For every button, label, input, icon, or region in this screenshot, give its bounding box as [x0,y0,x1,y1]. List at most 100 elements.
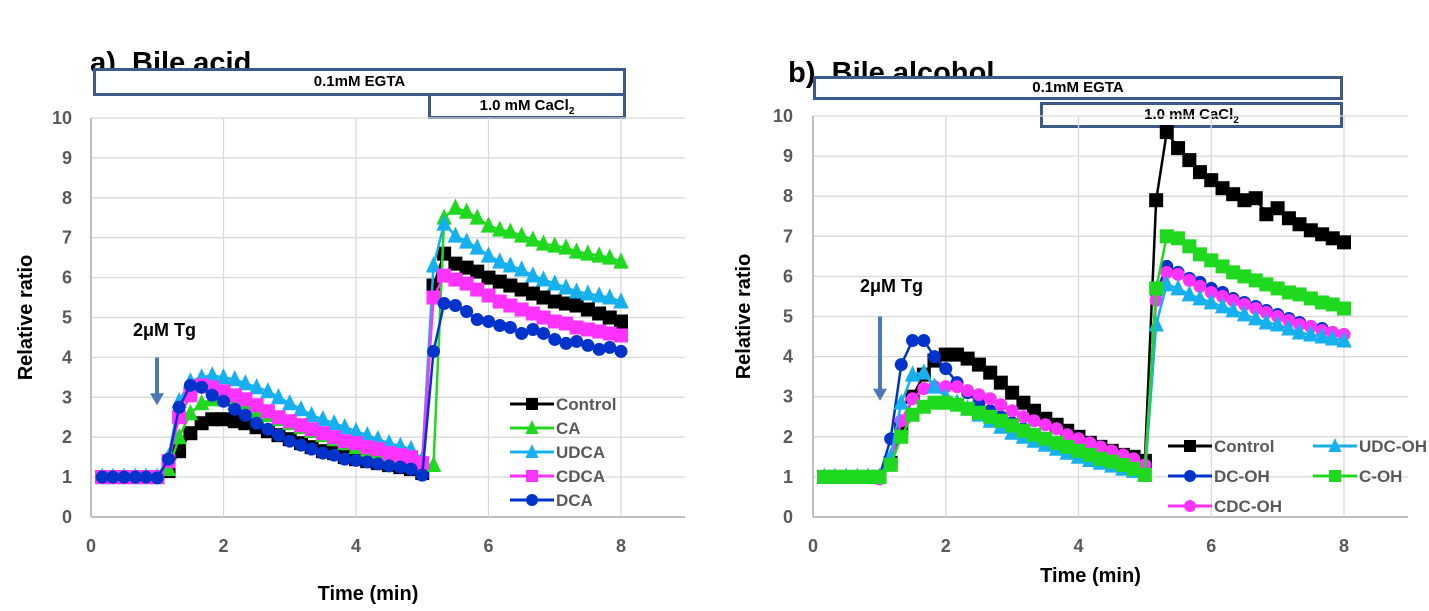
data-point [1258,313,1275,330]
data-point [568,282,585,299]
y-tick-label: 8 [783,186,793,206]
legend-item: CDC-OH [1168,497,1282,516]
data-point [403,450,418,465]
legend-label: DCA [556,491,593,510]
data-point [1016,423,1031,438]
x-tick-label: 8 [1339,536,1349,556]
data-point [950,347,965,362]
data-point [360,440,375,455]
data-point [1126,461,1141,476]
data-point [1160,265,1174,279]
data-point [195,380,209,394]
data-point [1148,315,1164,332]
data-point [470,312,484,326]
legend-marker-triangle-icon [1328,438,1342,452]
data-point [1248,191,1263,206]
data-point [1226,293,1240,307]
data-point [1182,239,1197,254]
data-point [492,294,507,309]
data-point [1225,301,1241,318]
data-point [1248,273,1263,288]
data-point [993,413,1008,428]
data-point [570,334,584,348]
data-point [971,405,986,420]
data-point [938,395,953,410]
data-point [1303,291,1318,306]
data-point [436,214,452,231]
y-tick-label: 0 [783,507,793,527]
data-point [559,336,573,350]
data-point [927,350,941,364]
data-point [1325,297,1340,312]
data-point [1315,227,1330,242]
data-point [1192,247,1207,262]
data-point [548,332,562,346]
data-point [1038,431,1053,446]
legend-marker-square-icon [1329,470,1341,482]
data-point [1226,265,1241,280]
data-point [514,302,529,317]
data-point [983,392,997,406]
legend-label: UDCA [556,443,605,462]
data-point [1281,285,1296,300]
data-point [316,446,330,460]
legend-marker-square-icon [1184,440,1196,452]
data-point [1159,125,1174,140]
data-point [304,422,319,437]
data-point [492,252,508,269]
legend-marker-circle-icon [526,494,538,506]
data-point [580,244,596,261]
tg-arrow-head-icon [873,388,887,401]
data-point [1292,217,1307,232]
data-point [271,410,286,425]
data-point [559,296,574,311]
data-point [525,306,540,321]
legend-item: CA [510,419,581,438]
data-point [260,382,276,399]
data-point [415,468,429,482]
data-point [950,380,964,394]
data-point [492,274,507,289]
panel-b-cacl2-subscript: 2 [1233,115,1239,126]
y-tick-label: 4 [783,347,793,367]
data-point [381,433,397,451]
data-point [1315,295,1330,310]
data-point [1093,440,1107,454]
data-point [569,320,584,335]
data-point [360,455,374,469]
data-point [1192,165,1207,180]
data-point [117,470,131,484]
data-point [904,365,921,382]
y-tick-label: 3 [62,387,72,407]
data-point [917,334,931,348]
data-point [282,394,298,411]
data-point [1237,193,1252,208]
data-point [294,418,309,433]
panel-b-plot: 0 1 2 3 4 5 6 7 8 9 10 0 2 4 6 8 Time (min) Relative rati… [733,106,1427,587]
legend-marker-square-icon [526,470,538,482]
data-point [1215,259,1230,274]
data-point [927,395,942,410]
data-point [525,286,540,301]
data-point [171,427,187,445]
data-point [983,409,998,424]
data-point [1192,289,1208,306]
data-point [270,388,287,405]
data-point [939,380,953,394]
data-point [1237,269,1252,284]
data-point [536,290,551,305]
data-point [228,402,242,416]
data-point [205,388,219,402]
data-point [872,469,887,484]
data-point [1115,457,1130,472]
data-point [448,272,463,287]
data-point [1204,253,1219,268]
data-point [1204,285,1218,299]
data-point [237,374,254,391]
legend-marker-triangle-icon [525,444,539,458]
data-point [1060,428,1074,442]
data-point [183,426,198,441]
data-point [1060,439,1075,454]
legend: Control UDC-OH DC-OH C-OH CDC-OH [1168,437,1427,516]
data-point [238,408,252,422]
